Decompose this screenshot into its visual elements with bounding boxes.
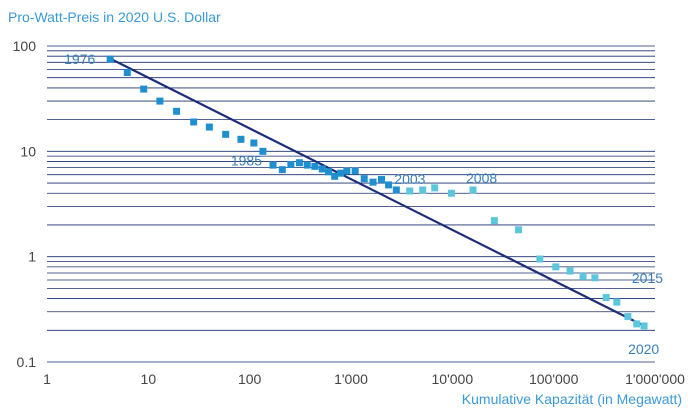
data-point (343, 167, 351, 175)
trend-line (109, 57, 645, 327)
data-point (591, 274, 599, 282)
data-point (331, 172, 339, 180)
data-point (392, 186, 400, 194)
data-point (490, 217, 498, 225)
x-tick-labels: 1 10 100 1'000 10'000 100'000 1'000'000 (43, 371, 685, 387)
data-point (269, 161, 277, 169)
y-axis-title: Pro-Watt-Preis in 2020 U.S. Dollar (8, 9, 221, 25)
year-label: 1985 (231, 152, 262, 168)
data-point (431, 184, 439, 192)
x-tick-label: 1'000'000 (625, 371, 685, 387)
year-label: 2008 (466, 170, 497, 186)
data-point (369, 178, 377, 186)
trend-line-group (109, 57, 645, 327)
data-point (205, 123, 213, 131)
data-point (140, 85, 148, 93)
data-point (106, 55, 114, 63)
data-point (318, 165, 326, 173)
data-point (123, 69, 131, 77)
data-point (579, 272, 587, 280)
data-point (566, 267, 574, 275)
grid-lines (47, 45, 655, 363)
y-tick-label: 0.1 (17, 354, 37, 370)
data-point (222, 130, 230, 138)
year-labels: 1976 1985 2003 2008 2015 2020 (64, 51, 663, 357)
data-point (469, 186, 477, 194)
data-point (303, 161, 311, 169)
data-point (602, 293, 610, 301)
y-tick-labels: 0.1 1 10 100 (13, 38, 37, 370)
data-point (360, 175, 368, 183)
data-point (406, 187, 414, 195)
data-point (173, 107, 181, 115)
y-tick-label: 10 (20, 143, 36, 159)
year-label: 1976 (64, 51, 95, 67)
y-tick-label: 100 (13, 38, 37, 54)
data-point (325, 168, 333, 176)
year-label: 2003 (394, 171, 425, 187)
data-point (378, 176, 386, 184)
x-tick-label: 1 (43, 371, 51, 387)
data-point (515, 226, 523, 234)
year-label: 2020 (628, 341, 659, 357)
data-point (337, 169, 345, 177)
year-label: 2015 (632, 270, 663, 286)
data-point (447, 189, 455, 197)
data-point (536, 255, 544, 263)
data-point (613, 298, 621, 306)
data-point (259, 147, 267, 155)
x-tick-label: 100'000 (529, 371, 579, 387)
x-axis-title: Kumulative Kapazität (in Megawatt) (462, 391, 682, 407)
data-point (633, 320, 641, 328)
x-tick-label: 1'000 (334, 371, 368, 387)
data-point (278, 166, 286, 174)
x-tick-label: 10 (141, 371, 157, 387)
data-point (640, 322, 648, 330)
data-point (295, 159, 303, 167)
y-tick-label: 1 (28, 249, 36, 265)
data-point (552, 263, 560, 271)
data-point (250, 139, 258, 147)
data-point (624, 313, 632, 321)
x-tick-label: 100 (238, 371, 262, 387)
data-point (237, 135, 245, 143)
data-point (287, 160, 295, 168)
data-point (419, 186, 427, 194)
data-point (156, 97, 164, 105)
data-points (106, 55, 648, 330)
data-point (311, 162, 319, 170)
data-point (190, 118, 198, 126)
data-point (385, 181, 393, 189)
data-point (351, 167, 359, 175)
x-tick-label: 10'000 (432, 371, 474, 387)
